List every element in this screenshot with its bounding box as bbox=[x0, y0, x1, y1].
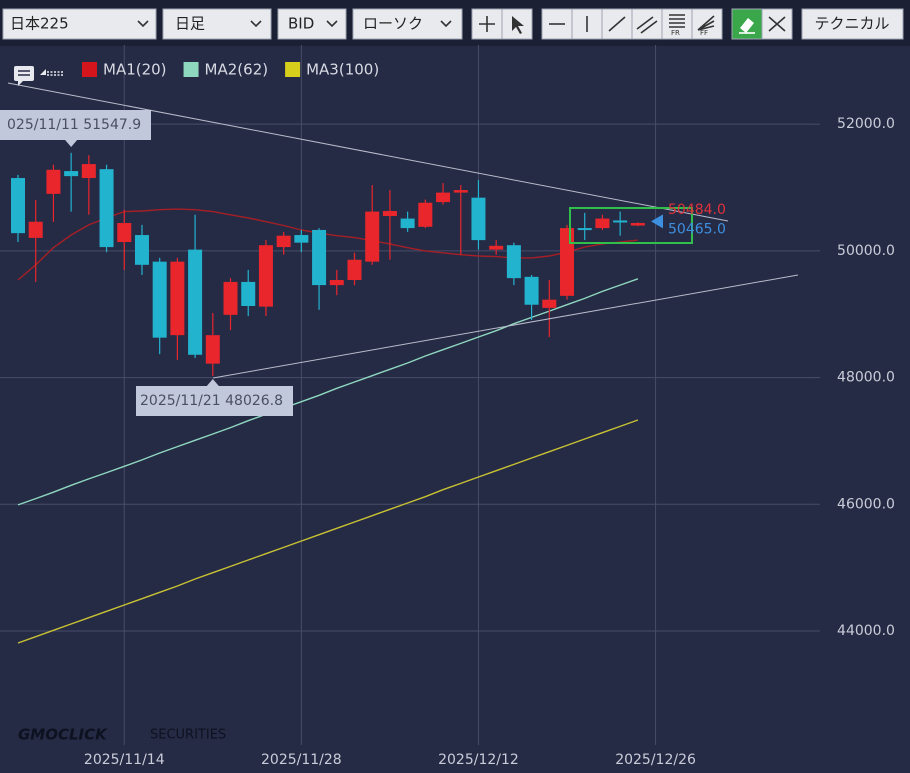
current-price-label: 50484.0 bbox=[668, 202, 726, 218]
current-price-label: 50465.0 bbox=[668, 221, 726, 237]
candle-body bbox=[489, 245, 504, 250]
svg-text:FR: FR bbox=[671, 29, 680, 37]
candle-body bbox=[99, 169, 114, 248]
legend-label: MA1(20) bbox=[103, 61, 167, 79]
candle-body bbox=[28, 221, 43, 238]
legend-swatch bbox=[183, 62, 199, 77]
logo-brand: GMOCLICK bbox=[18, 726, 108, 744]
moving-average-line bbox=[17, 278, 639, 506]
tooltip: 2025/11/21 48026.8 bbox=[136, 379, 293, 416]
legend: MA1(20) MA2(62) MA3(100) bbox=[82, 61, 379, 79]
candle-body bbox=[630, 223, 645, 226]
erase-all-tool[interactable] bbox=[761, 8, 793, 40]
candle-body bbox=[400, 218, 415, 229]
candle-body bbox=[542, 299, 557, 308]
period-text: 日足 bbox=[175, 15, 205, 33]
candle-body bbox=[347, 259, 362, 281]
crosshair-tool[interactable] bbox=[471, 8, 503, 40]
tooltip-box bbox=[0, 110, 151, 140]
moving-average-line bbox=[17, 419, 639, 644]
tooltip: 025/11/11 51547.9 bbox=[0, 110, 151, 147]
candle-body bbox=[595, 218, 610, 229]
chart-type-select[interactable]: ローソク bbox=[352, 8, 463, 40]
pointer-tool[interactable] bbox=[501, 8, 533, 40]
candle-body bbox=[11, 178, 25, 234]
candle-body bbox=[382, 210, 397, 217]
x-tick-label: 2025/11/28 bbox=[261, 752, 342, 768]
candle-body bbox=[81, 164, 96, 179]
eraser-tool[interactable] bbox=[731, 8, 763, 40]
candle-body bbox=[258, 245, 273, 307]
chart-type-text: ローソク bbox=[363, 15, 423, 33]
x-tick-label: 2025/11/14 bbox=[84, 752, 165, 768]
candle-body bbox=[134, 235, 149, 265]
candle-body bbox=[276, 235, 291, 248]
current-price-marker bbox=[651, 214, 663, 229]
candle-body bbox=[613, 220, 628, 223]
chat-icon[interactable] bbox=[14, 66, 34, 86]
candle-body bbox=[188, 249, 203, 355]
candle-body bbox=[117, 223, 132, 243]
highlight-box bbox=[569, 207, 693, 244]
legend-label: MA2(62) bbox=[205, 61, 269, 79]
technical-text: テクニカル bbox=[814, 15, 889, 33]
candle-body bbox=[365, 211, 380, 262]
candle-body bbox=[152, 261, 167, 338]
candle-body bbox=[241, 281, 256, 306]
side-text: BID bbox=[288, 15, 314, 33]
legend-swatch bbox=[82, 62, 97, 77]
moving-average-line bbox=[17, 208, 638, 281]
vline-tool[interactable] bbox=[571, 8, 603, 40]
tooltip-text: 025/11/11 51547.9 bbox=[7, 117, 141, 133]
candle-body bbox=[64, 171, 79, 177]
technical-button[interactable]: テクニカル bbox=[801, 8, 904, 40]
collapse-icon[interactable] bbox=[40, 69, 63, 76]
candle-body bbox=[223, 281, 238, 315]
fibonacci-retracement-tool[interactable]: FR bbox=[661, 8, 693, 40]
candle-body bbox=[418, 202, 433, 227]
svg-text:FF: FF bbox=[700, 29, 708, 37]
y-tick-label: 50000.0 bbox=[837, 243, 895, 259]
trendline bbox=[212, 274, 799, 379]
side-select[interactable]: BID bbox=[277, 8, 347, 40]
candle-body bbox=[294, 235, 309, 243]
trendline bbox=[7, 82, 729, 222]
candle-body bbox=[471, 197, 486, 241]
candle-body bbox=[506, 245, 521, 279]
tooltip-box bbox=[136, 386, 293, 416]
legend-label: MA3(100) bbox=[306, 61, 379, 79]
x-tick-label: 2025/12/12 bbox=[438, 752, 519, 768]
tooltip-pointer bbox=[65, 140, 78, 147]
x-tick-label: 2025/12/26 bbox=[615, 752, 696, 768]
trendline-tool[interactable] bbox=[601, 8, 633, 40]
candle-body bbox=[453, 190, 468, 193]
period-select[interactable]: 日足 bbox=[162, 8, 272, 40]
candle-body bbox=[577, 228, 592, 231]
y-tick-label: 52000.0 bbox=[837, 116, 895, 132]
candle-body bbox=[436, 192, 451, 203]
candle-body bbox=[205, 335, 220, 364]
candle-body bbox=[312, 229, 327, 286]
fibonacci-fan-tool[interactable]: FF bbox=[691, 8, 723, 40]
logo: GMOCLICK SECURITIES bbox=[18, 726, 226, 744]
candle-body bbox=[170, 261, 185, 336]
plot-area bbox=[0, 45, 812, 745]
tooltip-text: 2025/11/21 48026.8 bbox=[140, 393, 283, 409]
channel-tool[interactable] bbox=[631, 8, 663, 40]
candle-body bbox=[46, 169, 61, 194]
symbol-text: 日本225 bbox=[10, 15, 69, 33]
symbol-select[interactable]: 日本225 bbox=[2, 8, 157, 40]
candle-body bbox=[524, 276, 539, 305]
tooltip-pointer bbox=[206, 379, 219, 386]
legend-swatch bbox=[285, 62, 301, 77]
y-tick-label: 48000.0 bbox=[837, 370, 895, 386]
candle-body bbox=[329, 280, 344, 286]
y-tick-label: 44000.0 bbox=[837, 623, 895, 639]
logo-sub: SECURITIES bbox=[150, 728, 226, 743]
candle-body bbox=[560, 228, 575, 296]
y-tick-label: 46000.0 bbox=[837, 496, 895, 512]
hline-tool[interactable] bbox=[541, 8, 573, 40]
